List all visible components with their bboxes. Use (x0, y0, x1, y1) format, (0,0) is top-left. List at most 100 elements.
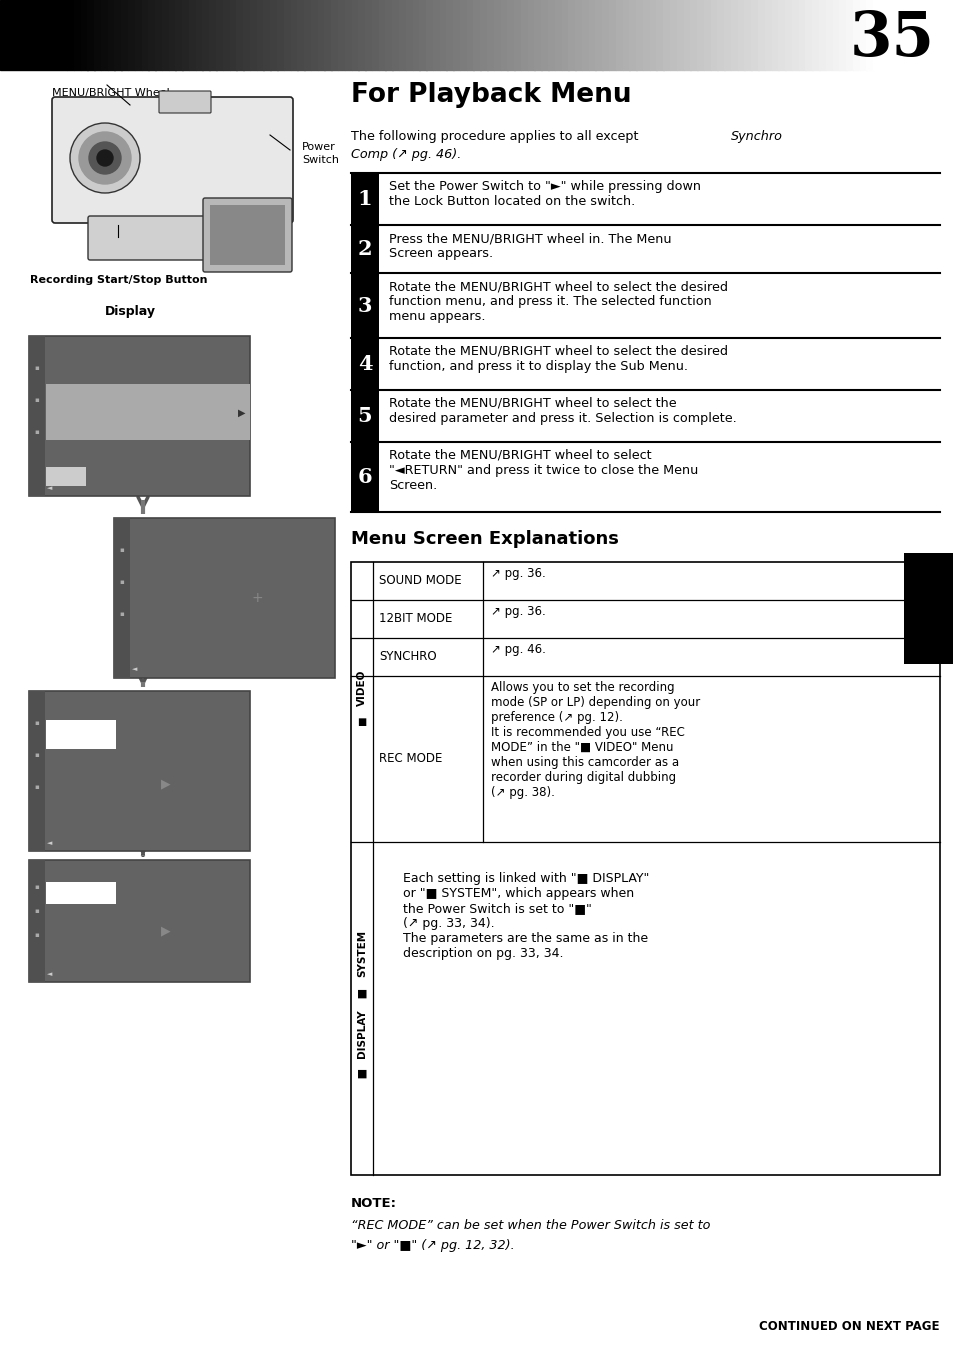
Bar (534, 0, 541, 70)
Bar (337, 0, 345, 70)
Bar (291, 0, 297, 70)
Bar (649, 0, 657, 70)
Circle shape (89, 142, 121, 173)
Text: Comp (↗ pg. 46).: Comp (↗ pg. 46). (351, 148, 460, 161)
Bar (365, 0, 372, 70)
Bar (134, 0, 142, 70)
Bar (804, 0, 812, 70)
Bar (113, 518, 130, 678)
Text: DISPLAY: DISPLAY (356, 1009, 367, 1058)
Circle shape (97, 150, 112, 167)
Text: Synchro: Synchro (730, 130, 782, 144)
Bar (588, 0, 596, 70)
Text: Set the Power Switch to "►" while pressing down
the Lock Button located on the s: Set the Power Switch to "►" while pressi… (389, 180, 700, 209)
Bar (101, 0, 108, 70)
Bar (29, 336, 45, 496)
Bar (595, 0, 602, 70)
Text: ▶: ▶ (161, 924, 171, 938)
FancyBboxPatch shape (88, 215, 222, 260)
Text: Each setting is linked with "■ DISPLAY"
or "■ SYSTEM", which appears when
the Po: Each setting is linked with "■ DISPLAY" … (402, 873, 649, 959)
Bar (351, 562, 939, 1175)
Bar (80, 0, 88, 70)
Text: Display: Display (105, 305, 155, 318)
Text: The following procedure applies to all except: The following procedure applies to all e… (351, 130, 641, 144)
Bar (453, 0, 460, 70)
Bar (297, 0, 304, 70)
Bar (575, 0, 581, 70)
Bar (859, 0, 866, 70)
Bar (250, 0, 257, 70)
Bar (751, 0, 758, 70)
Bar (352, 0, 358, 70)
Bar (148, 0, 155, 70)
Bar (94, 0, 101, 70)
Bar (811, 0, 819, 70)
Text: ■: ■ (357, 717, 366, 728)
Text: 6: 6 (357, 467, 372, 486)
Text: 1: 1 (357, 188, 372, 209)
Bar (717, 0, 724, 70)
Bar (459, 0, 467, 70)
Bar (223, 0, 230, 70)
Bar (791, 0, 799, 70)
Text: MENU/BRIGHT Wheel: MENU/BRIGHT Wheel (52, 88, 170, 98)
Text: Rotate the MENU/BRIGHT wheel to select the
desired parameter and press it. Selec: Rotate the MENU/BRIGHT wheel to select t… (389, 397, 736, 425)
Bar (141, 0, 149, 70)
Bar (46, 467, 86, 486)
Text: ↗ pg. 46.: ↗ pg. 46. (491, 644, 545, 656)
Text: Rotate the MENU/BRIGHT wheel to select the desired
function, and press it to dis: Rotate the MENU/BRIGHT wheel to select t… (389, 346, 727, 373)
Bar (682, 0, 690, 70)
Bar (358, 0, 365, 70)
Text: NOTE:: NOTE: (351, 1196, 396, 1210)
Bar (270, 0, 277, 70)
Bar (175, 0, 182, 70)
Text: ▶: ▶ (161, 778, 171, 790)
Bar (426, 0, 433, 70)
Bar (29, 691, 250, 851)
Bar (676, 0, 683, 70)
Text: Switch: Switch (302, 154, 338, 165)
Bar (405, 0, 413, 70)
Bar (29, 860, 250, 982)
Bar (29, 691, 45, 851)
Bar (439, 0, 446, 70)
Bar (764, 0, 771, 70)
Text: ■: ■ (356, 989, 367, 999)
Bar (656, 0, 663, 70)
Bar (419, 0, 426, 70)
Bar (324, 0, 332, 70)
Bar (195, 0, 203, 70)
Text: For Playback Menu: For Playback Menu (351, 83, 631, 108)
Bar (433, 0, 439, 70)
Bar (398, 0, 406, 70)
Bar (317, 0, 325, 70)
Bar (500, 0, 507, 70)
Bar (494, 0, 500, 70)
Circle shape (79, 131, 131, 184)
Bar (169, 0, 175, 70)
Text: Menu Screen Explanations: Menu Screen Explanations (351, 530, 618, 547)
Bar (114, 0, 122, 70)
Text: ▪: ▪ (34, 883, 39, 890)
Bar (903, 553, 953, 664)
Text: ◄: ◄ (47, 840, 52, 846)
Bar (703, 0, 710, 70)
Bar (351, 390, 378, 442)
Bar (737, 0, 744, 70)
Bar (865, 0, 873, 70)
Bar (561, 0, 568, 70)
Text: Rotate the MENU/BRIGHT wheel to select
"◄RETURN" and press it twice to close the: Rotate the MENU/BRIGHT wheel to select "… (389, 449, 698, 492)
Text: ◄: ◄ (47, 485, 52, 491)
Bar (629, 0, 636, 70)
Text: ◄: ◄ (132, 667, 137, 672)
Bar (29, 336, 250, 496)
Text: ▪: ▪ (34, 785, 39, 790)
Text: Recording Start/Stop Button: Recording Start/Stop Button (30, 275, 208, 285)
Bar (283, 0, 291, 70)
Text: Press the MENU/BRIGHT wheel in. The Menu
Screen appears.: Press the MENU/BRIGHT wheel in. The Menu… (389, 232, 671, 260)
Bar (351, 442, 378, 512)
Bar (331, 0, 338, 70)
Bar (555, 0, 561, 70)
Bar (162, 0, 169, 70)
Bar (771, 0, 778, 70)
